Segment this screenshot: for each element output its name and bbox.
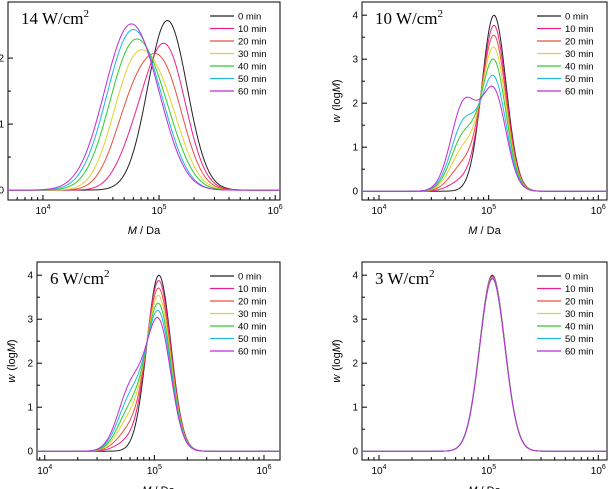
legend-label: 40 min	[238, 62, 267, 73]
x-tick-label: 105	[147, 464, 162, 477]
y-tick-label: 4	[27, 271, 33, 282]
series-layer	[8, 20, 280, 191]
plot-frame	[361, 1, 608, 201]
x-tick-label: 106	[256, 464, 271, 477]
x-axis-label: M / Da	[142, 485, 175, 489]
legend-label: 60 min	[238, 347, 267, 358]
series-line-60-min	[362, 278, 607, 452]
legend-label: 0 min	[238, 12, 261, 23]
legend-label: 0 min	[238, 272, 261, 283]
y-tick-label: 3	[352, 55, 358, 66]
chart-panel-3: 104 105 106 0 1 2 3 4 M / Da w(logM) 6 W/cm2 0 min1…	[6, 261, 281, 489]
x-axis-label: M / Da	[468, 485, 501, 489]
panel-title: 10 W/cm2	[375, 8, 443, 28]
legend-label: 60 min	[565, 347, 594, 358]
y-tick-label: 2	[352, 99, 358, 110]
x-tick-label: 106	[268, 204, 283, 217]
y-tick-label: 4	[352, 11, 358, 22]
legend-label: 20 min	[565, 297, 594, 308]
panel-title: 6 W/cm2	[50, 268, 109, 288]
legend-label: 20 min	[238, 297, 267, 308]
x-tick-label: 105	[481, 204, 496, 217]
y-axis-label: w(logM)	[331, 339, 343, 382]
y-tick-label: 1	[352, 143, 358, 154]
panel-title: 3 W/cm2	[375, 268, 434, 288]
y-tick-label: 0	[27, 447, 33, 458]
series-layer	[362, 274, 607, 452]
legend-label: 50 min	[238, 334, 267, 345]
legend-label: 40 min	[565, 322, 594, 333]
series-line-60-min	[8, 23, 280, 191]
legend-label: 40 min	[238, 322, 267, 333]
y-tick-label: 1	[352, 403, 358, 414]
legend-label: 20 min	[565, 37, 594, 48]
legend-label: 50 min	[565, 74, 594, 85]
x-tick-label: 104	[37, 464, 52, 477]
y-tick-label: 2	[352, 359, 358, 370]
x-axis-label: M / Da	[468, 225, 501, 237]
series-layer	[37, 274, 280, 452]
legend-label: 0 min	[565, 12, 588, 23]
panel-title: 14 W/cm2	[21, 8, 89, 28]
y-tick-label: 0	[352, 447, 358, 458]
x-tick-label: 105	[152, 204, 167, 217]
y-tick-label: 4	[352, 271, 358, 282]
legend-label: 30 min	[238, 309, 267, 320]
legend-label: 0 min	[565, 272, 588, 283]
y-tick-label: 3	[27, 315, 33, 326]
plot-frame	[36, 261, 281, 461]
legend-label: 10 min	[565, 24, 594, 35]
x-tick-label: 105	[481, 464, 496, 477]
legend-label: 30 min	[565, 49, 594, 60]
y-tick-label: 2	[0, 54, 4, 65]
x-tick-label: 106	[591, 204, 606, 217]
legend-label: 30 min	[565, 309, 594, 320]
y-tick-label: 0	[0, 186, 4, 197]
y-tick-label: 1	[27, 403, 33, 414]
legend-label: 50 min	[238, 74, 267, 85]
series-line-60-min	[362, 85, 607, 192]
legend-label: 10 min	[238, 284, 267, 295]
series-layer	[362, 14, 607, 192]
plot-frame	[361, 261, 608, 461]
x-tick-label: 106	[591, 464, 606, 477]
legend-label: 10 min	[238, 24, 267, 35]
y-tick-label: 3	[352, 315, 358, 326]
legend-label: 20 min	[238, 37, 267, 48]
y-tick-label: 2	[27, 359, 33, 370]
series-line-60-min	[37, 316, 280, 452]
y-tick-label: 1	[0, 120, 4, 131]
x-tick-label: 104	[371, 204, 386, 217]
legend-label: 10 min	[565, 284, 594, 295]
x-axis-label: M / Da	[128, 225, 161, 237]
y-tick-label: 0	[352, 187, 358, 198]
legend-label: 60 min	[238, 87, 267, 98]
plot-frame	[7, 1, 281, 201]
legend-label: 50 min	[565, 334, 594, 345]
chart-panel-2: 104 105 106 0 1 2 3 4 M / Da w(logM) 10 W/cm2 0 min…	[331, 1, 608, 237]
chart-panel-4: 104 105 106 0 1 2 3 4 M / Da w(logM) 3 W/cm2 0 min1…	[331, 261, 608, 489]
legend-label: 40 min	[565, 62, 594, 73]
legend-label: 30 min	[238, 49, 267, 60]
legend-label: 60 min	[565, 87, 594, 98]
y-axis-label: w(logM)	[6, 339, 18, 382]
x-tick-label: 104	[371, 464, 386, 477]
x-tick-label: 104	[35, 204, 50, 217]
y-axis-label: w(logM)	[331, 79, 343, 122]
